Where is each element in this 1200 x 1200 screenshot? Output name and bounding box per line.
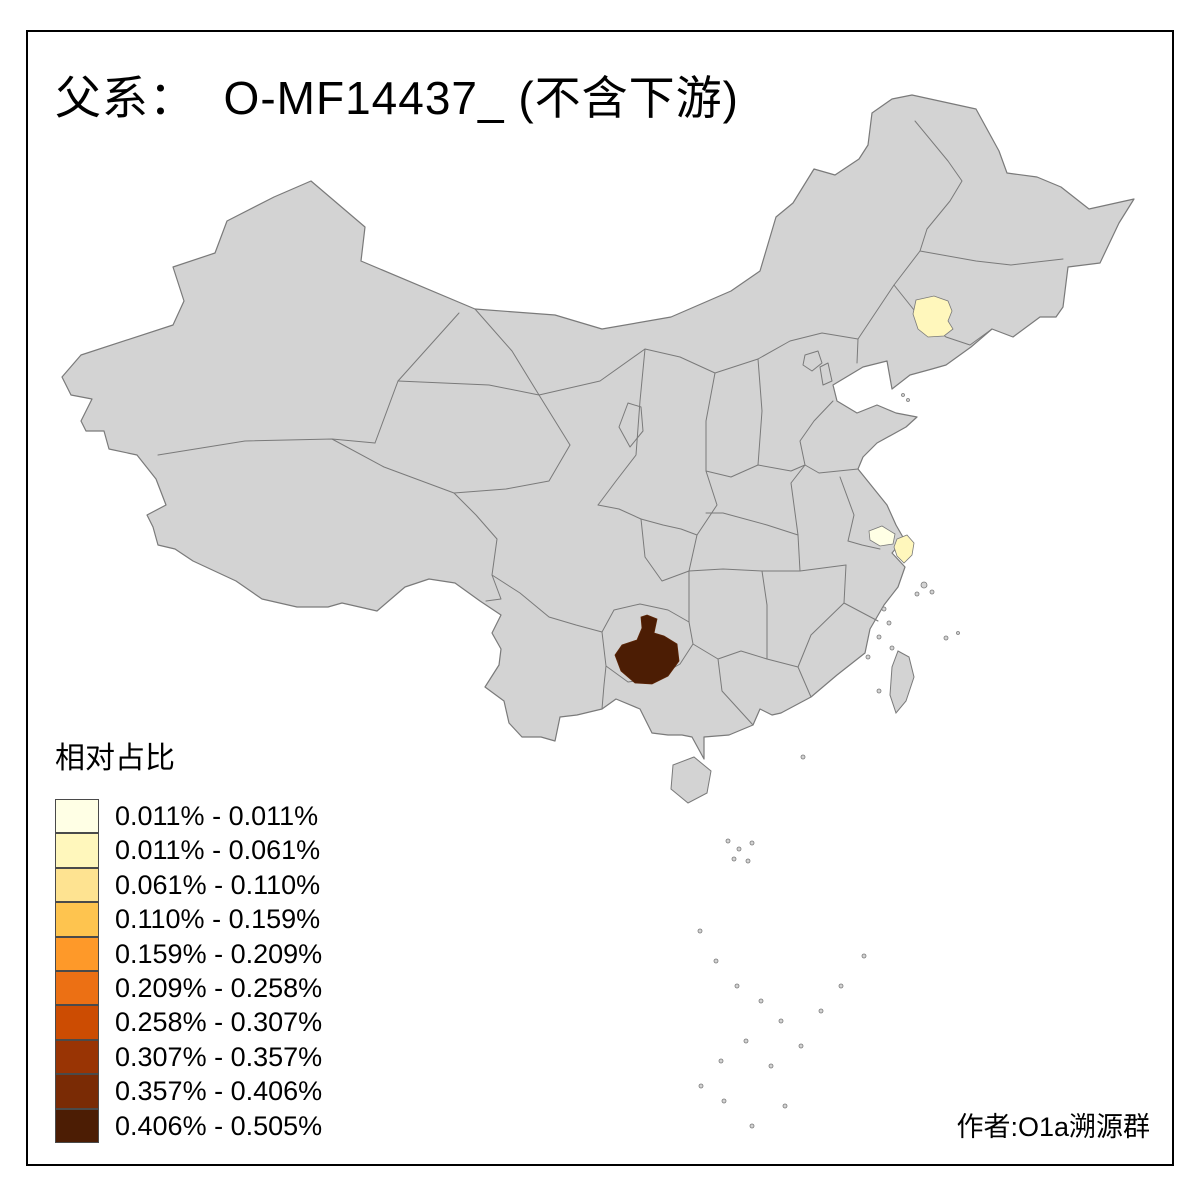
islet	[882, 607, 886, 611]
highlight-region-shanghai	[894, 535, 914, 563]
islet	[722, 1099, 726, 1103]
islet	[801, 755, 805, 759]
islet	[902, 394, 905, 397]
islet	[944, 636, 948, 640]
islet	[921, 582, 927, 588]
islet	[779, 1019, 783, 1023]
islet	[737, 847, 741, 851]
highlight-region-jiangsu	[869, 526, 895, 546]
legend-label: 0.406% - 0.505%	[115, 1110, 323, 1141]
islet	[957, 632, 960, 635]
islet	[866, 655, 870, 659]
islet	[887, 621, 891, 625]
legend-swatch	[55, 833, 99, 868]
islet	[907, 399, 910, 402]
islet	[759, 999, 763, 1003]
legend-label: 0.011% - 0.061%	[115, 835, 321, 866]
islet	[732, 857, 736, 861]
islet	[714, 959, 718, 963]
map-title: 父系： O-MF14437_ (不含下游)	[55, 72, 739, 124]
legend-label: 0.110% - 0.159%	[115, 904, 321, 935]
legend-title: 相对占比	[55, 742, 175, 775]
legend-rows: 0.011% - 0.011% 0.011% - 0.061% 0.061% - 0…	[55, 799, 322, 1143]
highlight-region-northeast	[913, 296, 953, 337]
legend: 相对占比 0.011% - 0.011% 0.011% - 0.061% 0.061…	[55, 733, 322, 1143]
islet	[890, 646, 894, 650]
taiwan-island	[890, 651, 914, 713]
legend-item: 0.011% - 0.061%	[55, 833, 322, 868]
legend-label: 0.357% - 0.406%	[115, 1076, 323, 1107]
legend-swatch	[55, 1108, 99, 1143]
legend-item: 0.357% - 0.406%	[55, 1074, 323, 1109]
islet	[839, 984, 843, 988]
legend-item: 0.258% - 0.307%	[55, 1005, 323, 1040]
islet	[769, 1064, 773, 1068]
islet	[862, 954, 866, 958]
legend-item: 0.406% - 0.505%	[55, 1108, 323, 1143]
islet	[877, 635, 881, 639]
legend-item: 0.159% - 0.209%	[55, 936, 323, 971]
islet	[750, 1124, 754, 1128]
legend-swatch	[55, 902, 99, 937]
legend-label: 0.011% - 0.011%	[115, 801, 319, 831]
highlight-region-southwest	[615, 615, 679, 684]
islet	[877, 689, 881, 693]
islet	[699, 1084, 703, 1088]
legend-swatch	[55, 1005, 99, 1040]
islet	[915, 592, 919, 596]
plot-frame	[26, 30, 1174, 1166]
islet	[719, 1059, 723, 1063]
legend-swatch	[55, 970, 99, 1006]
legend-label: 0.307% - 0.357%	[115, 1041, 323, 1072]
province-borders	[158, 121, 1063, 725]
mainland-region	[62, 95, 1134, 759]
legend-item: 0.110% - 0.159%	[55, 902, 322, 937]
legend-swatch	[55, 867, 99, 903]
attribution-text: 作者:O1a溯源群	[956, 1112, 1150, 1142]
islet	[746, 859, 750, 863]
legend-item: 0.011% - 0.011%	[55, 799, 322, 834]
islet	[819, 1009, 823, 1013]
legend-label: 0.159% - 0.209%	[115, 938, 323, 969]
islet	[744, 1039, 748, 1043]
legend-item: 0.307% - 0.357%	[55, 1039, 323, 1075]
islet	[783, 1104, 787, 1108]
legend-swatch	[55, 799, 99, 834]
legend-swatch	[55, 1074, 99, 1109]
legend-item: 0.061% - 0.110%	[55, 867, 322, 903]
islet	[799, 1044, 803, 1048]
legend-label: 0.061% - 0.110%	[115, 869, 321, 900]
legend-swatch	[55, 1039, 99, 1075]
small-islands	[698, 394, 960, 1129]
islet	[750, 841, 754, 845]
legend-label: 0.258% - 0.307%	[115, 1007, 323, 1038]
hainan-island	[671, 757, 711, 803]
islet	[735, 984, 739, 988]
islet	[726, 839, 730, 843]
legend-swatch	[55, 936, 99, 971]
legend-label: 0.209% - 0.258%	[115, 972, 323, 1003]
legend-item: 0.209% - 0.258%	[55, 970, 323, 1006]
islet	[698, 929, 702, 933]
islet	[930, 590, 934, 594]
